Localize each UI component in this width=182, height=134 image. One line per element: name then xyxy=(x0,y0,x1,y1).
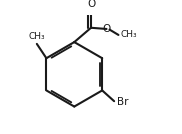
Text: CH₃: CH₃ xyxy=(121,30,137,39)
Text: Br: Br xyxy=(117,97,129,107)
Text: CH₃: CH₃ xyxy=(29,33,45,42)
Text: O: O xyxy=(102,24,111,34)
Text: O: O xyxy=(87,0,95,9)
